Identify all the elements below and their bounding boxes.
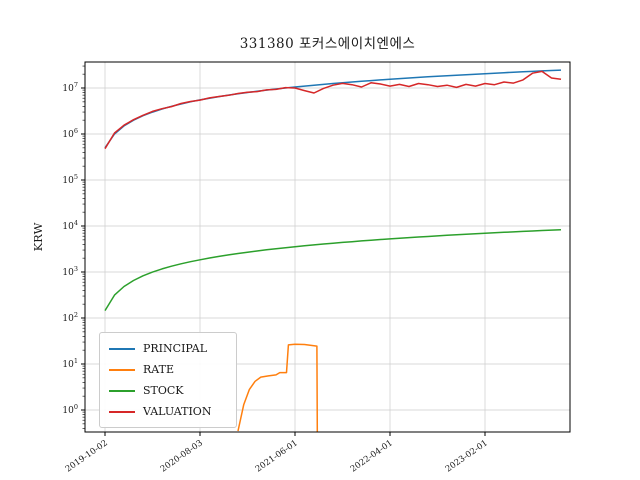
svg-text:101: 101 [62,357,78,370]
svg-text:104: 104 [62,219,78,232]
legend-item-stock: STOCK [109,380,227,401]
legend-line-swatch [109,389,135,392]
svg-text:107: 107 [62,81,78,94]
legend-item-rate: RATE [109,359,227,380]
legend-line-swatch [109,368,135,371]
svg-text:103: 103 [62,265,78,278]
svg-text:102: 102 [62,311,78,324]
svg-text:105: 105 [62,173,78,186]
svg-text:2023-02-01: 2023-02-01 [444,438,490,474]
svg-text:106: 106 [62,127,78,140]
y-axis-label: KRW [31,222,45,252]
svg-text:2021-06-01: 2021-06-01 [254,438,300,474]
legend-line-swatch [109,410,135,413]
legend-label: VALUATION [143,405,212,418]
legend-item-principal: PRINCIPAL [109,338,227,359]
svg-text:2019-10-02: 2019-10-02 [64,438,110,474]
legend-line-swatch [109,347,135,350]
chart-title: 331380 포커스에이치엔에스 [239,36,416,52]
legend: PRINCIPAL RATE STOCK VALUATION [99,332,237,428]
legend-label: STOCK [143,384,184,397]
svg-text:100: 100 [62,403,78,416]
legend-label: PRINCIPAL [143,342,208,355]
legend-label: RATE [143,363,174,376]
svg-text:2022-04-01: 2022-04-01 [349,438,395,474]
legend-item-valuation: VALUATION [109,401,227,422]
svg-text:2020-08-03: 2020-08-03 [159,438,205,474]
